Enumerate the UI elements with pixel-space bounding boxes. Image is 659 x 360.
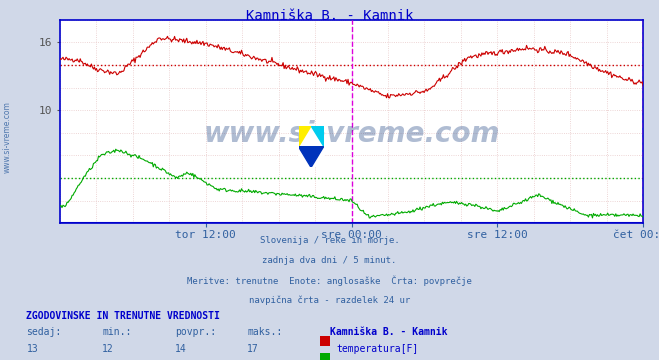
Text: 12: 12 [102,344,114,354]
Text: povpr.:: povpr.: [175,327,215,337]
Text: sedaj:: sedaj: [26,327,61,337]
Polygon shape [299,126,311,147]
Polygon shape [299,147,324,167]
Text: www.si-vreme.com: www.si-vreme.com [3,101,12,173]
Text: 13: 13 [26,344,38,354]
Text: min.:: min.: [102,327,132,337]
Text: www.si-vreme.com: www.si-vreme.com [204,120,500,148]
Text: zadnja dva dni / 5 minut.: zadnja dva dni / 5 minut. [262,256,397,265]
Text: Slovenija / reke in morje.: Slovenija / reke in morje. [260,236,399,245]
Text: navpična črta - razdelek 24 ur: navpična črta - razdelek 24 ur [249,295,410,305]
Text: maks.:: maks.: [247,327,282,337]
Text: temperatura[F]: temperatura[F] [336,344,418,354]
Text: 14: 14 [175,344,186,354]
Text: ZGODOVINSKE IN TRENUTNE VREDNOSTI: ZGODOVINSKE IN TRENUTNE VREDNOSTI [26,311,220,321]
Text: 17: 17 [247,344,259,354]
Text: Meritve: trenutne  Enote: anglosaške  Črta: povprečje: Meritve: trenutne Enote: anglosaške Črta… [187,275,472,286]
Text: Kamniška B. - Kamnik: Kamniška B. - Kamnik [330,327,447,337]
Polygon shape [311,126,324,147]
Text: Kamniška B. - Kamnik: Kamniška B. - Kamnik [246,9,413,23]
